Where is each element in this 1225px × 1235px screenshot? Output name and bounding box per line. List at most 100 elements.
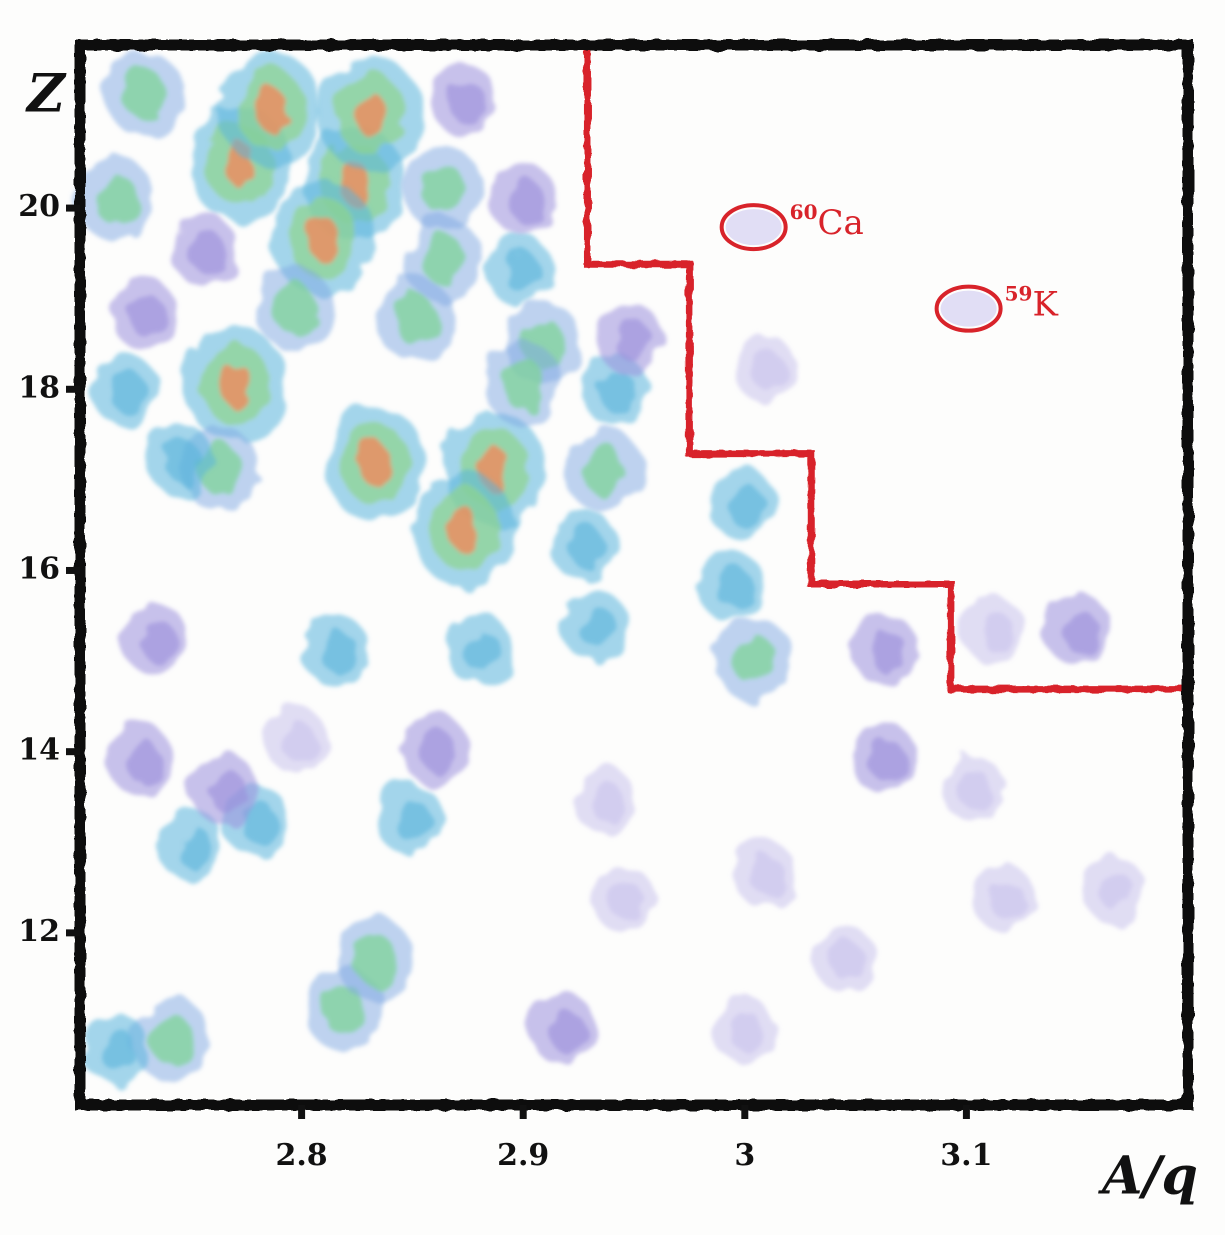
y-tick-label: 14 [18, 733, 60, 768]
data-blob [323, 405, 426, 522]
y-axis-title: Z [25, 64, 67, 125]
blob-core [980, 612, 1014, 652]
data-blob [219, 51, 322, 168]
data-blob [255, 266, 334, 351]
blob-core [422, 234, 465, 286]
blob-core [125, 740, 162, 783]
blob-core [393, 293, 436, 345]
x-tick-label: 3.1 [940, 1138, 992, 1173]
data-blob [561, 588, 628, 661]
blob-core [610, 881, 644, 922]
blob-core [732, 633, 775, 685]
blob-core [448, 506, 479, 551]
data-blob [484, 341, 563, 426]
blob-core [728, 486, 765, 529]
data-blob [106, 722, 173, 795]
data-blob [264, 705, 326, 773]
blob-core [991, 881, 1025, 922]
blob-core [353, 933, 396, 985]
data-blob [146, 423, 213, 496]
data-blob [709, 468, 776, 541]
data-blob [412, 470, 515, 587]
data-blob [696, 548, 763, 621]
blob-core [715, 566, 752, 609]
data-blob [733, 334, 796, 403]
x-tick-label: 2.8 [275, 1138, 327, 1173]
data-blob [91, 353, 158, 426]
nucleus-mass: 59 [1005, 281, 1033, 305]
data-blob [813, 925, 876, 993]
nucleus-fill [940, 290, 997, 327]
data-blob [851, 613, 918, 686]
blob-core [241, 801, 278, 844]
blob-core [130, 296, 167, 339]
blob-core [94, 173, 137, 225]
data-layer [76, 51, 1144, 1085]
blob-core [141, 621, 178, 664]
nucleus-symbol: Ca [818, 203, 864, 243]
data-blob [733, 840, 796, 908]
blob-core [581, 443, 624, 495]
blob-core [590, 782, 624, 822]
data-blob [973, 864, 1035, 933]
blob-core [509, 181, 546, 224]
data-blob [962, 595, 1024, 663]
data-blob [105, 51, 184, 136]
blob-core [308, 216, 340, 261]
data-blob [404, 147, 483, 232]
data-blob [131, 996, 210, 1081]
blob-core [751, 857, 786, 897]
blob-core [422, 163, 465, 215]
blob-core [176, 826, 213, 869]
data-blob [1081, 854, 1144, 923]
nucleus-mass: 60 [790, 200, 818, 224]
data-blob [76, 157, 155, 242]
blob-core [831, 942, 866, 982]
x-tick-label: 3 [734, 1138, 755, 1173]
blob-core [615, 320, 652, 363]
data-blob [550, 508, 617, 581]
blob-core [569, 526, 606, 569]
blob-core [210, 770, 247, 813]
nucleus-circle [719, 203, 788, 252]
data-blob [184, 326, 287, 442]
blob-core [273, 283, 316, 335]
data-blob [851, 722, 918, 795]
blob-core [600, 371, 637, 414]
blob-core [504, 251, 541, 294]
data-blob [445, 613, 512, 686]
blob-core [1063, 611, 1100, 654]
data-blob [377, 783, 444, 856]
blob-core [320, 631, 357, 674]
blob-core [255, 87, 286, 132]
data-blob [319, 56, 422, 172]
nucleus-label: 60Ca [790, 200, 864, 244]
data-blob [430, 63, 497, 136]
blob-core [870, 740, 907, 783]
data-blob [490, 163, 557, 236]
blob-core [1099, 871, 1134, 912]
nucleus-circle [934, 284, 1003, 333]
blob-core [190, 231, 227, 274]
data-blob [191, 752, 258, 825]
data-blob [122, 603, 189, 676]
y-tick-label: 20 [18, 189, 60, 224]
blob-core [420, 730, 457, 773]
data-blob [82, 1012, 149, 1085]
blob-core [464, 631, 501, 674]
data-blob [596, 302, 663, 375]
data-blob [1044, 593, 1111, 666]
data-blob [301, 613, 368, 686]
y-tick-label: 16 [18, 551, 60, 586]
blob-core [729, 1012, 764, 1052]
nucleus-fill [725, 209, 782, 246]
data-blob [592, 864, 654, 933]
blob-core [960, 772, 994, 812]
data-blob [714, 617, 793, 702]
data-blob [572, 765, 634, 833]
plot-frame [74, 39, 1194, 1111]
blob-core [123, 68, 166, 120]
x-tick-label: 2.9 [497, 1138, 549, 1173]
